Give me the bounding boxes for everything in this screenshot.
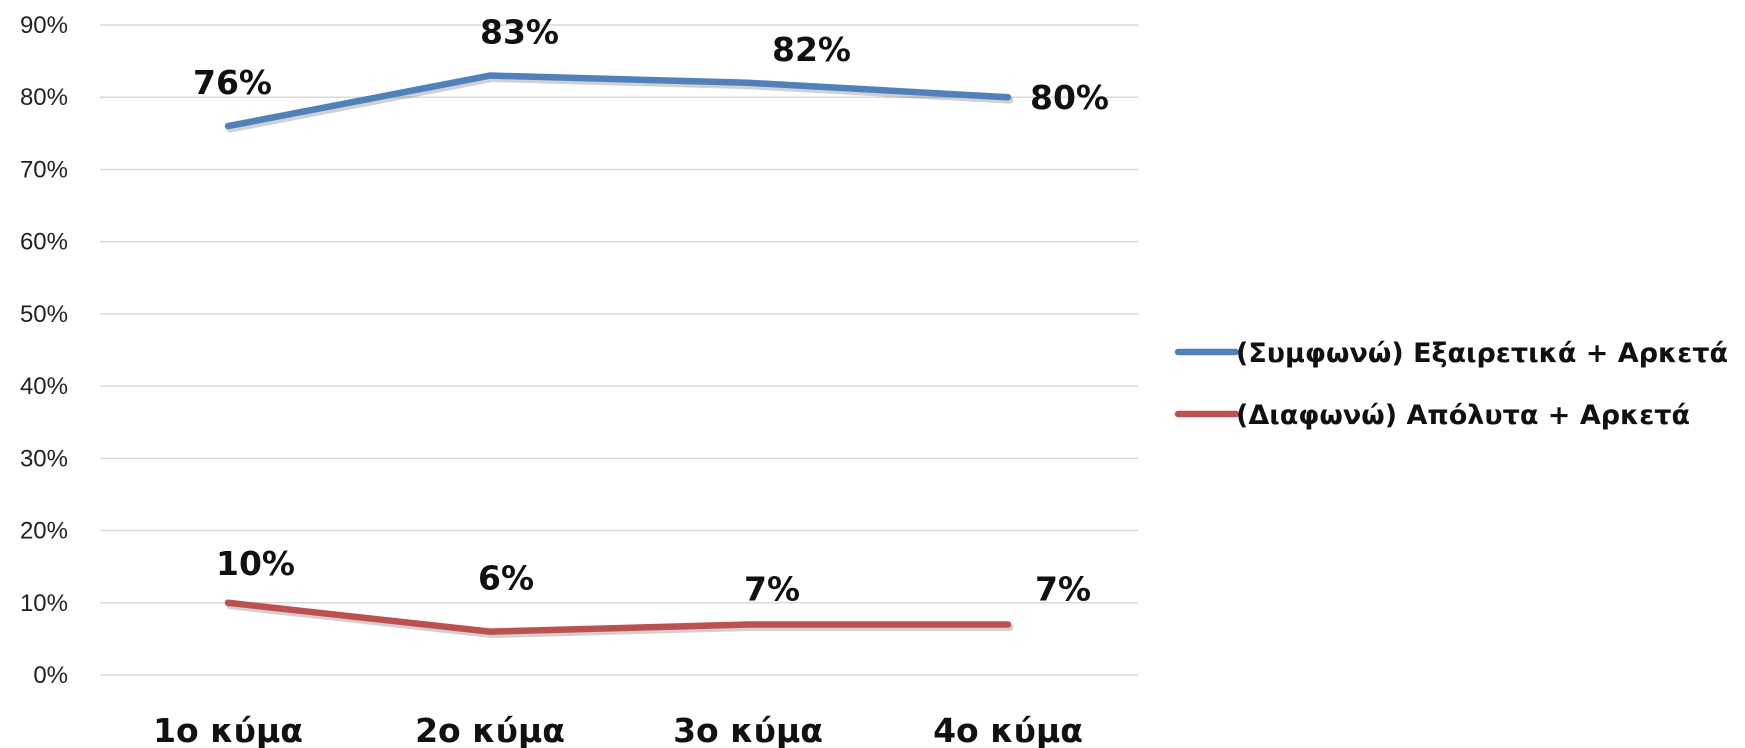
data-label: 7% (744, 569, 800, 608)
legend-label: (Συμφωνώ) Εξαιρετικά + Αρκετά (1236, 338, 1728, 369)
gridlines (100, 24, 1138, 676)
data-label: 80% (1030, 78, 1109, 117)
data-label: 82% (772, 30, 851, 69)
y-tick-label: 70% (20, 156, 68, 183)
y-tick-label: 80% (20, 84, 68, 111)
data-label: 6% (478, 559, 534, 598)
data-labels: 76% 83% 82% 80% 10% 6% 7% 7% (193, 13, 1109, 609)
series-line (224, 72, 1012, 130)
series-lines (224, 72, 1014, 639)
data-label: 10% (216, 544, 295, 583)
x-axis-categories: 1ο κύμα 2ο κύμα 3ο κύμα 4ο κύμα (153, 711, 1083, 748)
y-tick-label: 20% (20, 518, 68, 545)
y-tick-label: 10% (20, 590, 68, 617)
y-tick-label: 90% (20, 12, 68, 39)
y-tick-label: 50% (20, 301, 68, 328)
x-category-label: 2ο κύμα (415, 711, 565, 748)
legend-label: (Διαφωνώ) Απόλυτα + Αρκετά (1236, 400, 1690, 431)
y-axis-ticks: 0% 10% 20% 30% 40% 50% 60% 70% 80% 90% (20, 12, 68, 689)
series-line (224, 599, 1012, 635)
legend: (Συμφωνώ) Εξαιρετικά + Αρκετά (Διαφωνώ) Α… (1174, 338, 1728, 431)
y-tick-label: 30% (20, 445, 68, 472)
x-category-label: 3ο κύμα (673, 711, 823, 748)
x-category-label: 4ο κύμα (933, 711, 1083, 748)
y-tick-label: 0% (33, 662, 68, 689)
data-label: 7% (1035, 569, 1091, 608)
y-tick-label: 40% (20, 373, 68, 400)
x-category-label: 1ο κύμα (153, 711, 303, 748)
y-tick-label: 60% (20, 229, 68, 256)
data-label: 76% (193, 63, 272, 102)
data-label: 83% (480, 13, 559, 52)
